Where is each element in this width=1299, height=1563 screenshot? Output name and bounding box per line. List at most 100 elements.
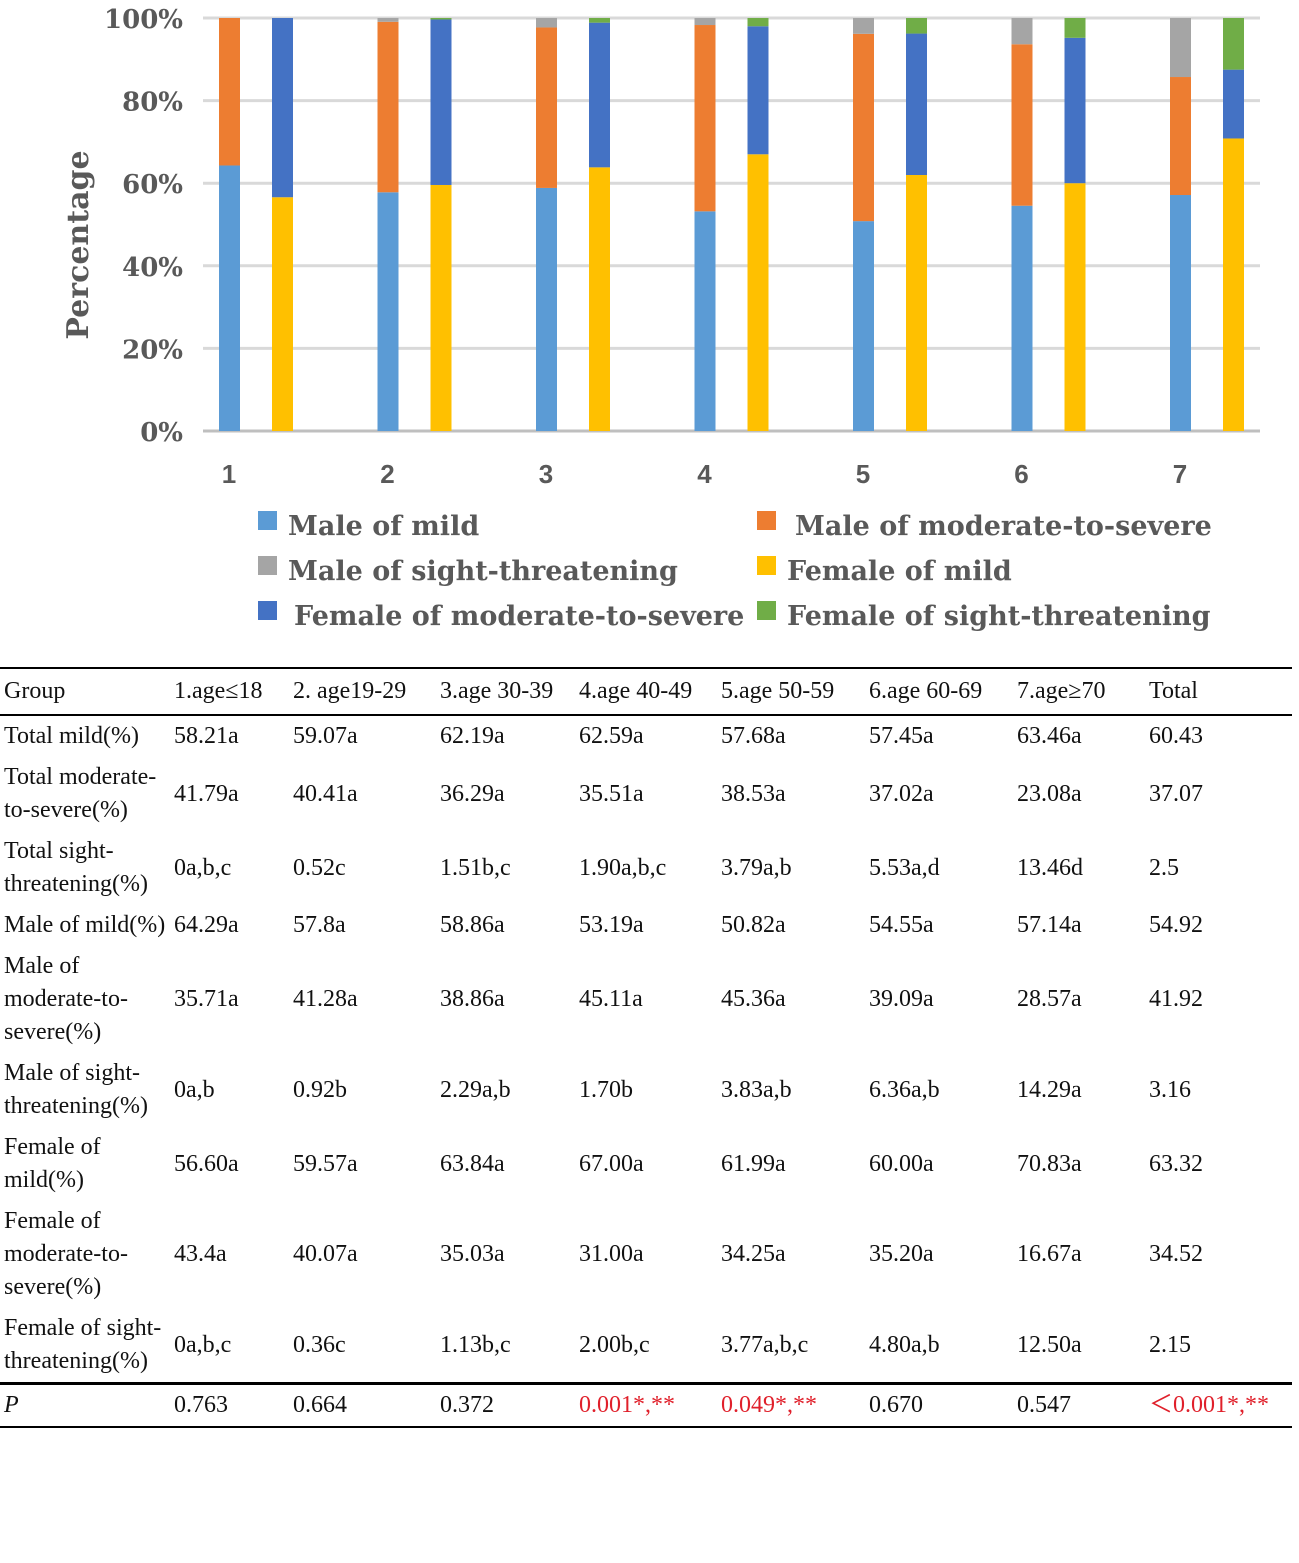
- table-cell: 34.52: [1149, 1241, 1203, 1267]
- table-cell: 28.57a: [1017, 986, 1082, 1012]
- bar-segment: [694, 18, 716, 26]
- legend-swatch: [757, 511, 776, 530]
- statistics-table: Group 1.age≤18 2. age19-29 3.age 30-39 4.age…: [0, 667, 1292, 1428]
- table-cell: 60.43: [1149, 723, 1203, 749]
- bar-segment: [377, 21, 399, 193]
- p-value-cell: ＜0.001*,**: [1145, 1382, 1292, 1428]
- bars: [219, 18, 1244, 432]
- bar-segment: [589, 22, 610, 168]
- table-row: Female of mild(%) 56.60a 59.57a 63.84a 67.00…: [0, 1127, 1292, 1201]
- bar-segment: [853, 33, 874, 222]
- p-value-cell: 0.670: [865, 1382, 1013, 1428]
- p-value-cell: 0.547: [1013, 1382, 1145, 1428]
- table-cell: 60.00a: [869, 1150, 934, 1177]
- header-cell: 7.age≥70: [1013, 667, 1145, 716]
- legend-swatch: [757, 556, 776, 575]
- table-cell: 31.00a: [579, 1241, 644, 1267]
- table-cell: 2.15: [1149, 1331, 1191, 1358]
- table-cell: 3.77a,b,c: [721, 1331, 809, 1358]
- y-axis-label: Percentage: [61, 150, 96, 339]
- table-cell: 59.57a: [293, 1150, 358, 1177]
- table-cell: 63.32: [1149, 1150, 1203, 1177]
- table-row: Male of sight-threatening(%) 0a,b 0.92b 2.2…: [0, 1053, 1292, 1127]
- table-cell: 4.80a,b: [869, 1331, 940, 1358]
- row-label: Male of moderate-to-severe(%): [4, 953, 128, 1045]
- table-cell: 45.36a: [721, 986, 786, 1012]
- bar-segment: [1170, 18, 1191, 78]
- header-cell: 1.age≤18: [170, 667, 289, 716]
- y-tick-label: 0%: [140, 418, 183, 448]
- table-row: Male of moderate-to-severe(%) 35.71a 41.28…: [0, 946, 1292, 1053]
- bar-segment: [906, 175, 927, 431]
- bar-segment: [694, 211, 716, 431]
- x-tick-label: 6: [1014, 459, 1028, 489]
- table-cell: 57.45a: [869, 723, 934, 749]
- bar-segment: [747, 18, 769, 27]
- table-row: Total sight-threatening(%) 0a,b,c 0.52c 1.5…: [0, 831, 1292, 905]
- p-value-cell: 0.001*,**: [575, 1382, 717, 1428]
- legend: Male of mild Male of moderate-to-severe Ma…: [258, 511, 1212, 632]
- bar-segment: [1170, 77, 1191, 196]
- bar-segment: [1223, 18, 1244, 70]
- table-row: Male of mild(%) 64.29a 57.8a 58.86a 53.19a 50…: [0, 905, 1292, 946]
- table-cell: 58.86a: [440, 912, 505, 938]
- table-cell: 2.5: [1149, 854, 1179, 881]
- table-cell: 67.00a: [579, 1150, 644, 1177]
- table-cell: 41.79a: [174, 780, 239, 807]
- header-cell: 3.age 30-39: [436, 667, 575, 716]
- bar-segment: [219, 165, 240, 431]
- x-tick-label: 3: [539, 459, 553, 489]
- legend-swatch: [258, 601, 277, 620]
- table-cell: 57.8a: [293, 912, 346, 938]
- p-value-cell: 0.664: [289, 1382, 436, 1428]
- row-label: Total moderate-to-severe(%): [4, 764, 157, 823]
- table-cell: 61.99a: [721, 1150, 786, 1177]
- gridlines: [203, 16, 1260, 433]
- table-cell: 14.29a: [1017, 1076, 1082, 1103]
- table-cell: 3.79a,b: [721, 854, 792, 881]
- bar-segment: [1011, 44, 1033, 206]
- legend-swatch: [258, 511, 277, 530]
- table-cell: 36.29a: [440, 780, 505, 807]
- x-tick-label: 4: [697, 459, 712, 489]
- table-cell: 63.84a: [440, 1150, 505, 1177]
- table-cell: 50.82a: [721, 912, 786, 938]
- table-cell: 63.46a: [1017, 723, 1082, 749]
- table-header-row: Group 1.age≤18 2. age19-29 3.age 30-39 4.age…: [0, 667, 1292, 716]
- table-cell: 2.29a,b: [440, 1076, 511, 1103]
- table-cell: 64.29a: [174, 912, 239, 938]
- legend-label: Female of moderate-to-severe: [294, 601, 744, 632]
- table-cell: 6.36a,b: [869, 1076, 940, 1103]
- table-cell: 0a,b,c: [174, 854, 232, 881]
- table-row: Female of sight-threatening(%) 0a,b,c 0.36…: [0, 1308, 1292, 1384]
- table-cell: 70.83a: [1017, 1150, 1082, 1177]
- bar-segment: [853, 221, 874, 431]
- legend-label: Male of moderate-to-severe: [795, 511, 1212, 542]
- x-tick-label: 1: [222, 459, 236, 489]
- bar-segment: [536, 187, 557, 431]
- y-tick-label: 80%: [122, 88, 183, 118]
- table-cell: 0a,b: [174, 1076, 215, 1103]
- bar-segment: [1064, 183, 1086, 431]
- bar-segment: [536, 27, 557, 188]
- bar-segment: [589, 18, 610, 23]
- table-cell: 57.68a: [721, 723, 786, 749]
- header-cell: 6.age 60-69: [865, 667, 1013, 716]
- table-cell: 0a,b,c: [174, 1331, 232, 1358]
- table-cell: 43.4a: [174, 1241, 227, 1267]
- table-cell: 58.21a: [174, 723, 239, 749]
- table-cell: 3.83a,b: [721, 1076, 792, 1103]
- bar-segment: [1064, 18, 1086, 38]
- table-cell: 3.16: [1149, 1076, 1191, 1103]
- table-cell: 59.07a: [293, 723, 358, 749]
- table-cell: 39.09a: [869, 986, 934, 1012]
- legend-swatch: [258, 556, 277, 575]
- bar-segment: [377, 192, 399, 431]
- table-cell: 0.92b: [293, 1076, 347, 1103]
- bar-segment: [377, 18, 399, 22]
- table-cell: 45.11a: [579, 986, 643, 1012]
- table-cell: 38.53a: [721, 780, 786, 807]
- table-cell: 41.92: [1149, 986, 1203, 1012]
- bar-segment: [272, 197, 293, 431]
- bar-segment: [853, 18, 874, 34]
